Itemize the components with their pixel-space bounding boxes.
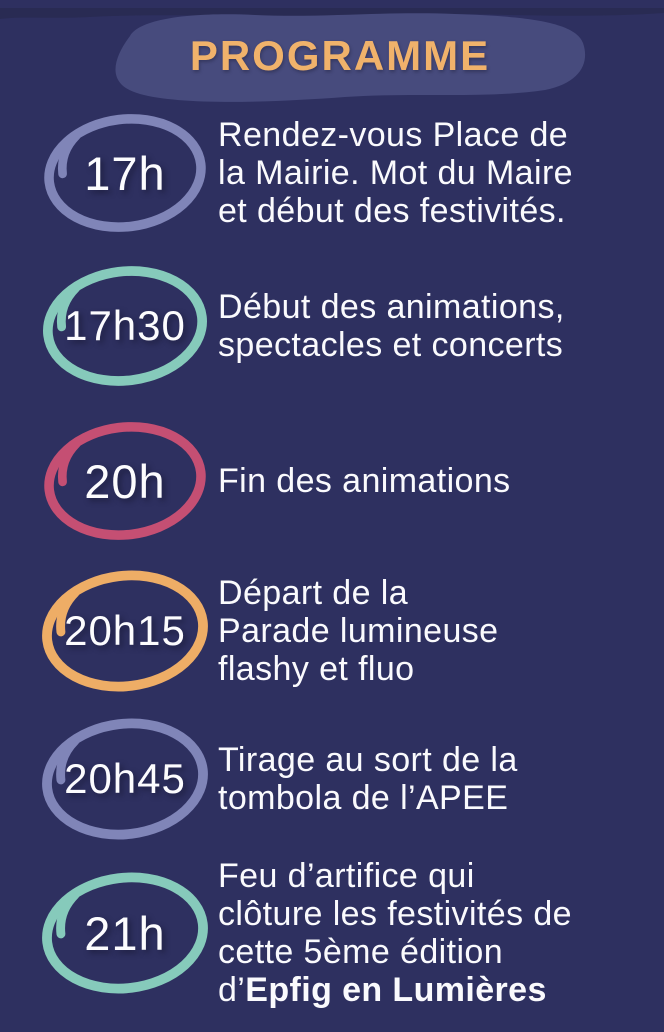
description-line: Début des animations, [218,288,565,326]
time-circle-column: 20h [0,416,216,546]
time-circle: 20h15 [36,562,214,700]
event-time: 21h [84,906,166,960]
hand-drawn-circle-icon [42,872,208,994]
event-description: Tirage au sort de la tombola de l’APEE [216,741,664,817]
description-line-final: d’Epfig en Lumières [218,971,664,1009]
final-line-bold: Epfig en Lumières [245,971,547,1009]
event-time: 17h30 [64,302,186,349]
description-line: spectacles et concerts [218,326,564,364]
time-circle-column: 17h30 [0,260,216,392]
event-row: 17h30 Début des animations, spectacles e… [0,260,664,392]
time-circle-column: 17h [0,108,216,238]
description-line: Parade lumineuse [218,612,499,650]
top-wave-decoration [0,8,664,19]
title-blob-shape [115,13,586,102]
title-blob [115,13,586,102]
time-circle: 17h [36,108,214,238]
time-circle: 20h45 [36,710,214,848]
event-description: Départ de la Parade lumineuse flashy et … [216,574,664,688]
description-line: tombola de l’APEE [218,779,509,817]
description-line: la Mairie. Mot du Maire [218,154,573,192]
hand-drawn-circle-icon [44,114,206,232]
hand-drawn-circle-icon [44,422,206,540]
event-time: 20h15 [64,607,186,654]
hand-drawn-circle-icon [42,570,208,692]
final-line-prefix: d’ [218,971,246,1009]
description-line: Tirage au sort de la [218,741,518,779]
event-time: 20h [84,454,166,508]
event-row: 20h Fin des animations [0,416,664,546]
event-row: 17h Rendez-vous Place de la Mairie. Mot … [0,108,664,238]
event-description: Début des animations, spectacles et conc… [216,288,664,364]
event-time: 20h45 [64,755,186,802]
description-line: clôture les festivités de [218,895,572,933]
description-line: Rendez-vous Place de [218,116,569,154]
time-circle-column: 20h45 [0,710,216,848]
hand-drawn-circle-icon [42,718,208,840]
description-line: et début des festivités. [218,192,566,230]
event-description: Fin des animations [216,462,664,500]
event-description: Feu d’artifice qui clôture les festivité… [216,857,664,1009]
time-circle: 20h [36,416,214,546]
description-line: Départ de la [218,574,409,612]
event-row: 20h45 Tirage au sort de la tombola de l’… [0,710,664,848]
time-circle-column: 20h15 [0,562,216,700]
time-circle-column: 21h [0,858,216,1008]
description-line: Fin des animations [218,462,511,500]
time-circle: 21h [36,858,214,1008]
header: PROGRAMME [85,8,595,104]
event-row: 21h Feu d’artifice qui clôture les festi… [0,857,664,1009]
event-time: 17h [84,146,166,200]
time-circle: 17h30 [36,260,214,392]
top-wave-shape [0,8,664,19]
event-description: Rendez-vous Place de la Mairie. Mot du M… [216,116,664,230]
page-title: PROGRAMME [189,32,491,79]
description-line: flashy et fluo [218,650,415,688]
hand-drawn-circle-icon [43,266,207,386]
description-line: Feu d’artifice qui [218,857,475,895]
event-row: 20h15 Départ de la Parade lumineuse flas… [0,562,664,700]
description-line: cette 5ème édition [218,933,504,971]
